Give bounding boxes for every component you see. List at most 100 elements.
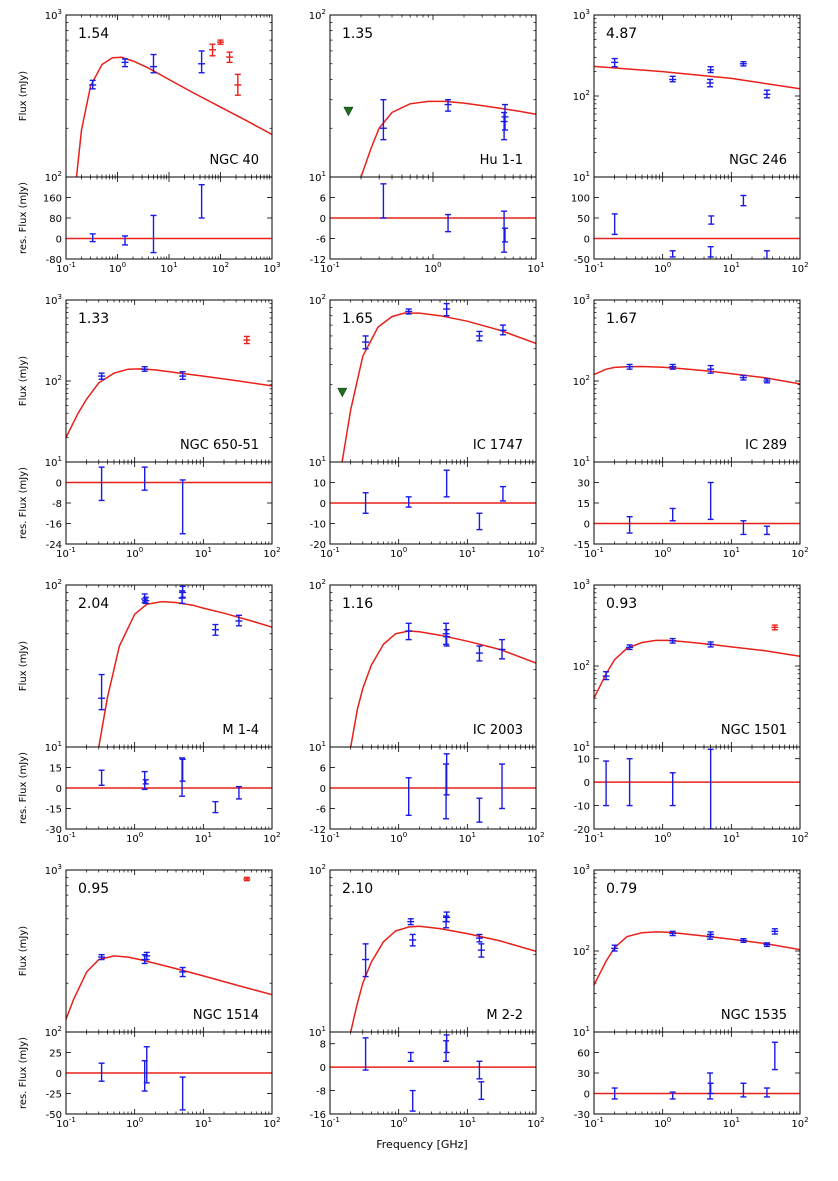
res-y-tick-label: -24 [46,540,62,551]
data-point [706,78,714,88]
x-tick-label: 101 [723,831,740,845]
model-curve [360,100,536,177]
res-y-tick-label: 0 [584,1090,590,1101]
res-y-tick-label: 0 [584,778,590,789]
residual-errorbar [708,215,715,225]
residual-errorbar [476,797,483,823]
res-y-tick-label: -20 [310,540,326,551]
res-y-tick-label: -80 [46,255,62,266]
residual-errorbar [476,512,483,531]
residual-axis-title: res. Flux (mJy) [18,1037,29,1109]
data-point [669,75,677,83]
flux-axis-title: Flux (mJy) [18,71,29,121]
x-tick-label: 101 [527,261,544,275]
data-point [179,585,187,598]
spectral-index-label: 1.33 [78,311,109,327]
model-curve-group [594,928,800,986]
data-point [771,928,779,935]
res-y-tick-label: -8 [52,499,62,510]
upper-limit-marker [337,387,348,398]
model-curve-group [349,622,536,747]
object-name-label: IC 2003 [473,723,523,738]
flux-axis-title: Flux (mJy) [18,641,29,691]
residual-group [330,469,536,531]
res-y-tick-label: 0 [584,235,590,246]
data-point [198,50,206,74]
residual-axes-frame [65,746,273,830]
residual-axes-frame [329,746,537,830]
res-y-tick-label: 80 [49,214,62,225]
object-name-label: M 1-4 [222,723,259,738]
residual-errorbar [179,758,186,782]
residual-errorbar [669,1091,676,1100]
residual-errorbar [707,748,714,829]
res-y-tick-label: 10 [313,479,326,490]
residual-errorbar [407,1051,414,1062]
y-tick-label: 101 [45,455,62,469]
data-point [409,933,417,947]
res-y-tick-label: -20 [574,825,590,836]
x-tick-label: 102 [263,831,280,845]
object-name-label: NGC 1535 [721,1008,787,1023]
x-tick-label: 10-1 [320,261,340,275]
data-point [89,79,97,90]
object-name-label: NGC 40 [209,153,259,168]
x-tick-label: 101 [459,546,476,560]
panel-3: 10-1 100 101 102 101 102 103 -24 -16 -8 0 1.33 NGC 6… [18,293,281,560]
residual-errorbar [626,758,633,807]
x-tick-label: 10-1 [56,831,76,845]
residual-axes-frame [329,461,537,545]
x-tick-label: 10-1 [320,546,340,560]
x-tick-label: 102 [527,1116,544,1130]
residual-errorbar [141,466,148,491]
data-point [763,378,771,384]
model-curve [98,600,272,747]
residual-group [594,194,800,259]
y-tick-label: 101 [573,170,590,184]
res-y-tick-label: -50 [46,1110,62,1121]
data-point [475,645,483,662]
spectral-index-label: 2.10 [342,881,373,897]
x-tick-label: 100 [390,1116,407,1130]
residual-errorbar [763,250,770,259]
spectral-index-label: 0.95 [78,881,109,897]
excluded-point [771,624,779,631]
res-y-tick-label: 0 [320,499,326,510]
object-name-label: NGC 1501 [721,723,787,738]
data-point [444,99,452,112]
res-y-tick-label: -25 [46,1090,62,1101]
residual-axis-title: res. Flux (mJy) [18,467,29,539]
residual-axis-title: res. Flux (mJy) [18,752,29,824]
data-point [501,103,509,131]
data-point [739,937,747,944]
residual-errorbar [212,800,219,814]
x-tick-label: 100 [424,261,441,275]
residual-axes-frame [65,461,273,545]
y-tick-label: 102 [45,578,62,592]
model-curve-group [594,624,800,699]
res-y-tick-label: 15 [49,764,62,775]
data-point [611,57,619,68]
panel-5: 10-1 100 101 102 101 102 103 -15 0 15 30 1.67 IC 289 [573,293,809,560]
residual-axes-frame [593,461,801,545]
residual-errorbar [89,233,96,243]
model-curve [594,639,800,699]
res-y-tick-label: -30 [46,825,62,836]
excluded-point [243,876,251,882]
data-point [763,942,771,948]
y-tick-label: 103 [573,293,590,307]
residual-group [66,1046,272,1111]
spectral-index-label: 0.79 [606,881,637,897]
y-tick-label: 102 [309,578,326,592]
residual-errorbar [499,763,506,810]
model-curve-group [98,585,272,747]
data-point [405,308,413,315]
x-tick-label: 102 [263,1116,280,1130]
data-point [143,951,151,961]
model-curve-group [66,876,272,1020]
data-point [362,943,370,978]
residual-group [330,753,536,823]
x-tick-label: 100 [126,546,143,560]
data-point [179,966,187,978]
